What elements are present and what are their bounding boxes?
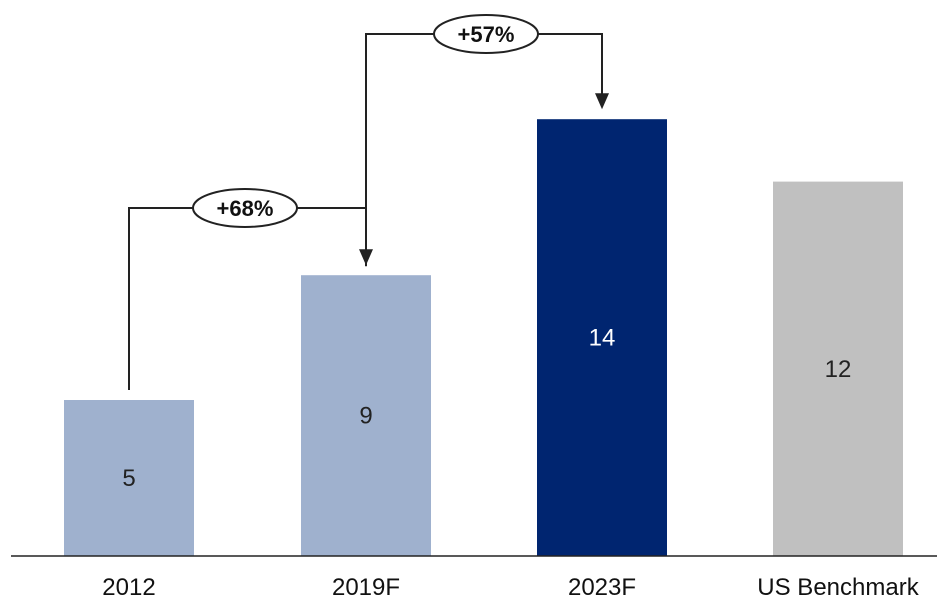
bar-value-label-us-benchmark: 12 [825,356,852,383]
category-labels: 2012 2019F 2023F US Benchmark [102,574,919,601]
growth-label: +68% [217,196,274,221]
bar-2023f [537,119,667,556]
growth-annotations: +68% +57% [128,14,609,390]
growth-label-oval [192,188,298,228]
arrow-down-icon [595,93,609,110]
bar-2019f [301,275,431,556]
category-label-2023f: 2023F [568,574,636,601]
growth-annotation-2: +57% [365,14,609,267]
category-label-2012: 2012 [102,574,155,601]
bars [64,119,903,556]
bar-value-labels: 5 9 14 12 [122,325,851,492]
growth-label: +57% [458,22,515,47]
growth-label-oval [433,14,539,54]
bar-us-benchmark [773,181,903,556]
bar-value-label-2012: 5 [122,465,135,492]
bar-2012 [64,400,194,556]
category-label-us-benchmark: US Benchmark [757,574,919,601]
bar-value-label-2019f: 9 [359,403,372,430]
category-label-2019f: 2019F [332,574,400,601]
bar-value-label-2023f: 14 [589,325,616,352]
